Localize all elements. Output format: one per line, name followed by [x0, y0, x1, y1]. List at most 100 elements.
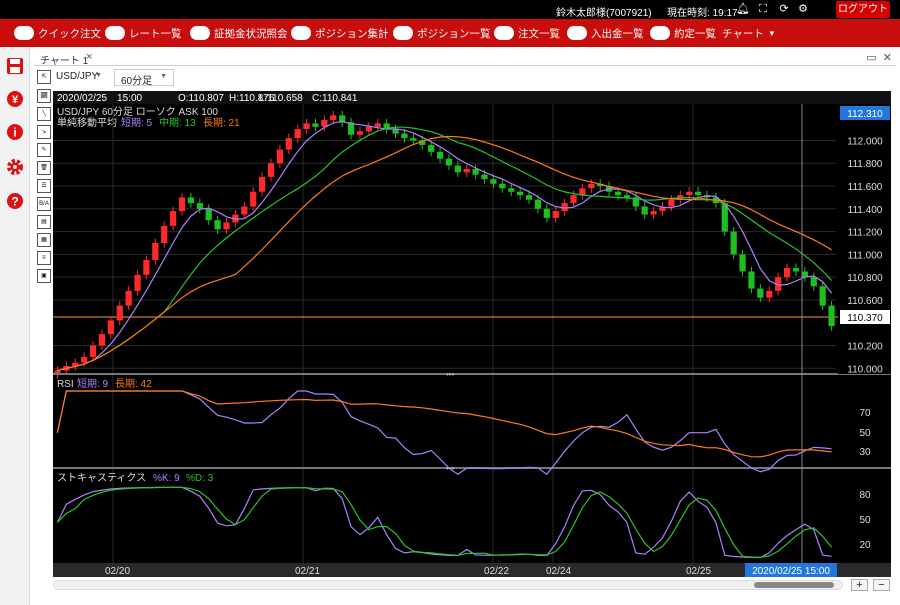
candle-body [410, 138, 417, 141]
date-label: 02/22 [484, 566, 509, 577]
cursor-date-tag [745, 563, 837, 577]
candle-body [267, 163, 275, 177]
menu-position-summary[interactable]: ポジション集計 [291, 25, 389, 41]
price-tag-current [840, 310, 890, 324]
close-window-icon[interactable]: ✕ [882, 52, 892, 64]
rsi-long-line [56, 390, 832, 458]
main-legend: USD/JPY 60分足 ローソク ASK 100 [57, 106, 218, 118]
resize-handle[interactable]: ••• [446, 370, 455, 379]
menu-position-list[interactable]: ポジション一覧 [393, 25, 491, 41]
candle-body [579, 188, 586, 196]
interval-select[interactable]: 60分足 ▼ [114, 69, 174, 87]
ohlc-close: C:110.841 [312, 93, 358, 104]
trendline-tool-icon[interactable]: ╲ [37, 107, 51, 121]
candle-body [534, 199, 542, 209]
toggle-icon [567, 26, 587, 40]
price-tick: 111.000 [848, 250, 883, 261]
candle-body [481, 174, 488, 180]
menu-rate-list[interactable]: レート一覧 [105, 25, 182, 41]
candle-body [766, 290, 773, 298]
candle-body [588, 183, 595, 189]
settings-icon[interactable] [6, 158, 24, 176]
logout-button[interactable]: ログアウト [836, 1, 890, 18]
date-label: 02/24 [546, 566, 571, 577]
menu-margin-status[interactable]: 証拠金状況照会 [190, 25, 288, 41]
screenshot-icon[interactable]: ▣ [37, 269, 51, 283]
zoom-out-button[interactable]: − [873, 579, 890, 591]
candle-body [428, 145, 435, 152]
menu-label: 約定一覧 [674, 27, 716, 40]
candle-body [641, 206, 648, 215]
menu-label: 証拠金状況照会 [214, 27, 288, 40]
stoch-tick: 20 [859, 540, 871, 551]
symbol-select[interactable]: USD/JPY ▼ [50, 69, 108, 86]
fullscreen-icon[interactable]: ⛶ [759, 3, 767, 15]
menu-label: レート一覧 [129, 27, 182, 40]
ma-long-line [57, 135, 832, 372]
stoch-title: ストキャスティクス [57, 472, 146, 484]
ohlc-datetime: 2020/02/25 15:00 [57, 93, 143, 104]
bid-ask-icon[interactable]: B/A [37, 197, 51, 211]
gear-icon[interactable]: ⚙ [798, 3, 808, 15]
date-label: 02/20 [105, 566, 130, 577]
candle-body [650, 211, 657, 215]
candle-body [187, 197, 195, 204]
menu-order-list[interactable]: 注文一覧 [494, 25, 560, 41]
ohlc-low: L:110.658 [259, 93, 303, 104]
candle-body [143, 260, 150, 275]
menu-chart[interactable]: チャート ▼ [722, 25, 776, 41]
candle-body [196, 203, 203, 209]
close-icon[interactable]: × [86, 51, 93, 63]
toggle-icon [291, 26, 311, 40]
chart-type-icon[interactable]: 📈︎ [37, 89, 51, 103]
menu-deposit-list[interactable]: 入出金一覧 [567, 25, 644, 41]
bell-icon[interactable]: 🔔︎ [736, 3, 750, 15]
zoom-in-button[interactable]: + [851, 579, 868, 591]
candle-body [686, 191, 693, 196]
save-icon[interactable] [6, 57, 24, 75]
candle-body [739, 254, 746, 272]
layout-icon[interactable]: ▤ [37, 215, 51, 229]
date-axis-bg [53, 563, 891, 577]
main-menu: クイック注文 レート一覧 証拠金状況照会 ポジション集計 ポジション一覧 注文一… [0, 19, 900, 47]
indicator-settings-icon[interactable]: ☰ [37, 179, 51, 193]
info-icon[interactable]: i [6, 123, 24, 141]
current-time: 現在時刻: 19:17 [667, 8, 738, 19]
svg-text:?: ? [11, 195, 18, 209]
ohlc-high: H:110.876 [229, 93, 275, 104]
chart-scrollbar[interactable] [53, 580, 843, 590]
list-icon[interactable]: ≡ [37, 251, 51, 265]
pencil-tool-icon[interactable]: ✎ [37, 143, 51, 157]
candle-body [170, 211, 177, 226]
price-tick: 110.800 [847, 273, 883, 284]
trash-icon[interactable]: 🗑︎ [37, 161, 51, 175]
rsi-title: RSI [57, 379, 74, 390]
candle-body [383, 123, 390, 130]
price-chart[interactable]: 2020/02/25 15:00 O:110.807 H:110.876 L:1… [53, 91, 891, 577]
refresh-icon[interactable]: ⟳ [779, 3, 789, 15]
rsi-short-legend: 短期: 9 [77, 377, 109, 390]
ray-tool-icon[interactable]: ↘ [37, 125, 51, 139]
candle-body [463, 168, 470, 173]
rsi-tick: 30 [859, 447, 871, 458]
grid-icon[interactable]: ▦ [37, 233, 51, 247]
menu-label: チャート [722, 27, 764, 40]
tab-chart-1[interactable]: チャート 1 [40, 56, 89, 67]
chevron-down-icon: ▼ [767, 28, 776, 38]
candle-body [623, 195, 631, 198]
menu-quick-order[interactable]: クイック注文 [14, 25, 101, 41]
candle-body [81, 356, 88, 363]
restore-icon[interactable]: ▭ [866, 52, 877, 64]
menu-execution-list[interactable]: 約定一覧 [650, 25, 716, 41]
yen-icon[interactable]: ¥ [6, 90, 24, 108]
cursor-tool-icon[interactable]: ⇱ [37, 70, 51, 84]
candle-body [543, 208, 550, 218]
candle-body [730, 231, 737, 255]
candle-body [614, 191, 622, 196]
help-icon[interactable]: ? [6, 192, 24, 210]
scrollbar-thumb[interactable] [754, 582, 834, 588]
chart-area[interactable]: 2020/02/25 15:00 O:110.807 H:110.876 L:1… [53, 91, 891, 577]
candle-body [819, 286, 826, 306]
candle-body [294, 129, 301, 139]
candle-body [98, 334, 106, 346]
